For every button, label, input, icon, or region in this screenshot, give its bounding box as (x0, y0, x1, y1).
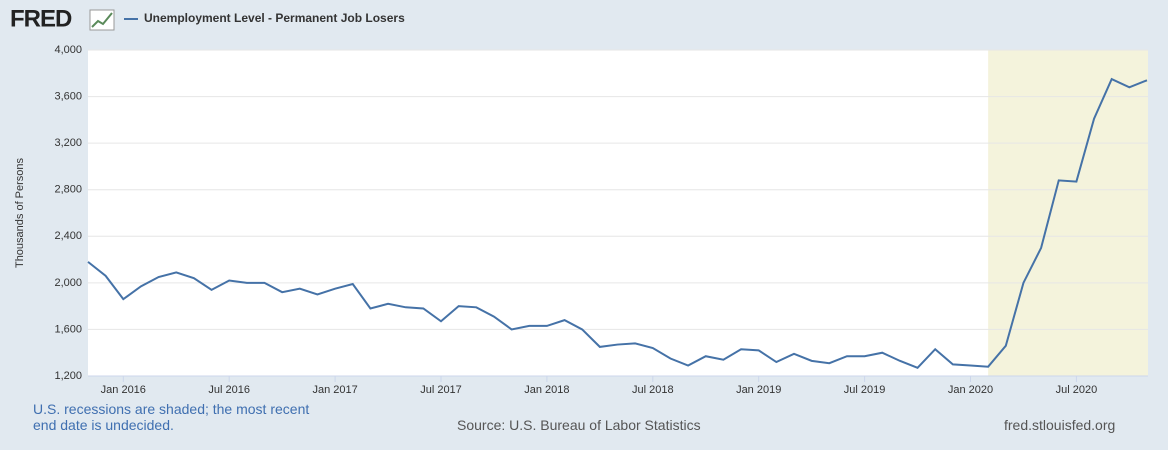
y-tick-label: 2,800 (54, 184, 82, 196)
x-tick-label: Jul 2020 (1056, 384, 1098, 396)
recession-shade (988, 50, 1148, 376)
x-tick-label: Jan 2016 (101, 384, 146, 396)
x-tick-label: Jan 2019 (736, 384, 781, 396)
y-tick-label: 1,600 (54, 323, 82, 335)
logo: FRED (10, 5, 72, 32)
y-tick-label: 3,200 (54, 137, 82, 149)
y-tick-label: 4,000 (54, 44, 82, 56)
y-tick-label: 1,200 (54, 370, 82, 382)
y-tick-label: 3,600 (54, 90, 82, 102)
legend-label: Unemployment Level - Permanent Job Loser… (144, 11, 405, 25)
logo-icon-line (91, 12, 113, 28)
logo-icon (89, 9, 115, 31)
y-tick-label: 2,000 (54, 277, 82, 289)
x-tick-label: Jul 2019 (844, 384, 886, 396)
site: fred.stlouisfed.org (1004, 417, 1116, 433)
x-tick-label: Jul 2016 (208, 384, 250, 396)
x-tick-label: Jan 2020 (948, 384, 993, 396)
y-axis-label: Thousands of Persons (14, 157, 26, 268)
source: Source: U.S. Bureau of Labor Statistics (457, 417, 701, 433)
y-tick-label: 2,400 (54, 230, 82, 242)
x-tick-label: Jul 2017 (420, 384, 462, 396)
series-line (87, 77, 1148, 370)
plot-area (88, 50, 1148, 376)
x-tick-label: Jan 2018 (524, 384, 569, 396)
x-tick-label: Jul 2018 (632, 384, 674, 396)
x-tick-label: Jan 2017 (312, 384, 357, 396)
recession-note: U.S. recessions are shaded; the most rec… (33, 401, 310, 433)
